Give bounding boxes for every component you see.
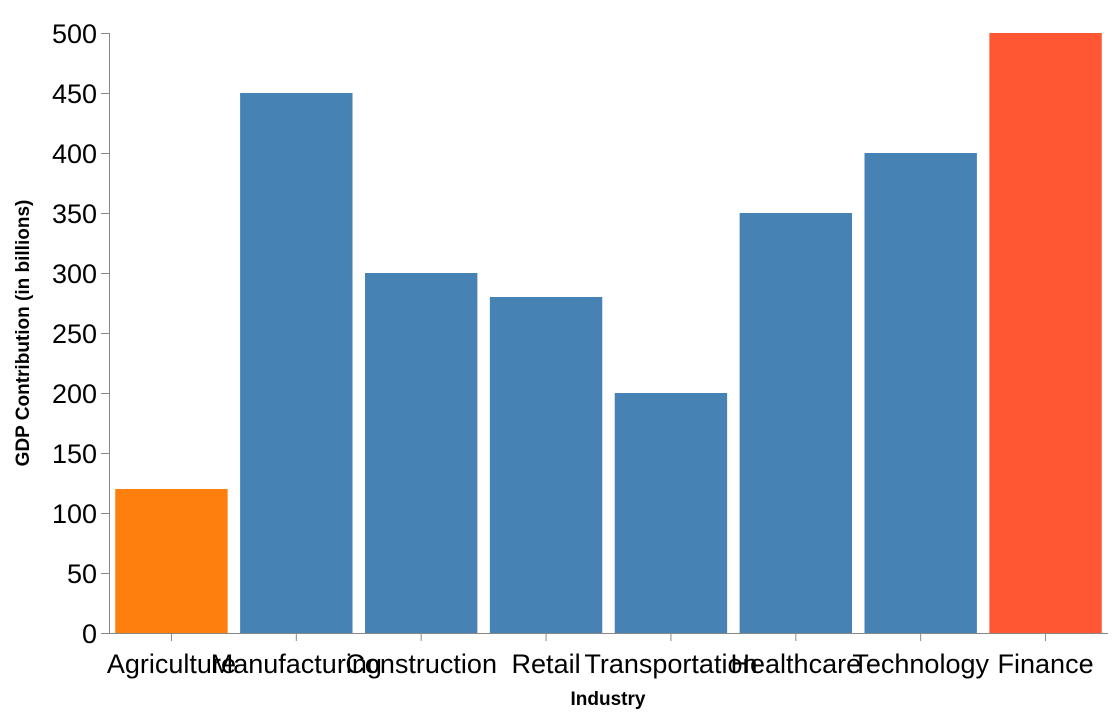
x-tick-label: Construction (345, 649, 497, 679)
x-tick-label: Healthcare (731, 649, 862, 679)
y-tick-label: 150 (52, 439, 97, 469)
bar-manufacturing (240, 93, 353, 633)
x-tick-label: Manufacturing (211, 649, 382, 679)
y-tick-label: 0 (82, 619, 97, 649)
y-tick-label: 50 (67, 559, 97, 589)
y-tick-label: 250 (52, 319, 97, 349)
bar-agriculture (115, 489, 228, 633)
y-tick-label: 100 (52, 499, 97, 529)
bar-transportation (614, 393, 728, 633)
x-tick-label: Transportation (584, 649, 757, 679)
y-tick-label: 500 (52, 19, 97, 49)
x-axis-title: Industry (571, 689, 646, 710)
y-tick-label: 450 (52, 79, 97, 109)
bar-construction (364, 273, 478, 633)
x-tick-label: Technology (852, 649, 989, 679)
x-tick-label: Retail (512, 649, 581, 679)
bar-technology (864, 153, 977, 633)
y-tick-label: 300 (52, 259, 97, 289)
x-tick-label: Finance (998, 649, 1094, 679)
x-tick-label: Agriculture (107, 649, 236, 679)
y-tick-label: 200 (52, 379, 97, 409)
bar-retail (489, 297, 603, 633)
bar-healthcare (739, 213, 853, 633)
bars (115, 33, 1102, 633)
y-axis: 0 50 100 150 200 250 300 350 400 450 500 (52, 19, 110, 649)
y-axis-title: GDP Contribution (in billions) (13, 200, 34, 467)
y-tick-label: 400 (52, 139, 97, 169)
bar-finance (989, 33, 1102, 633)
y-tick-label: 350 (52, 199, 97, 229)
